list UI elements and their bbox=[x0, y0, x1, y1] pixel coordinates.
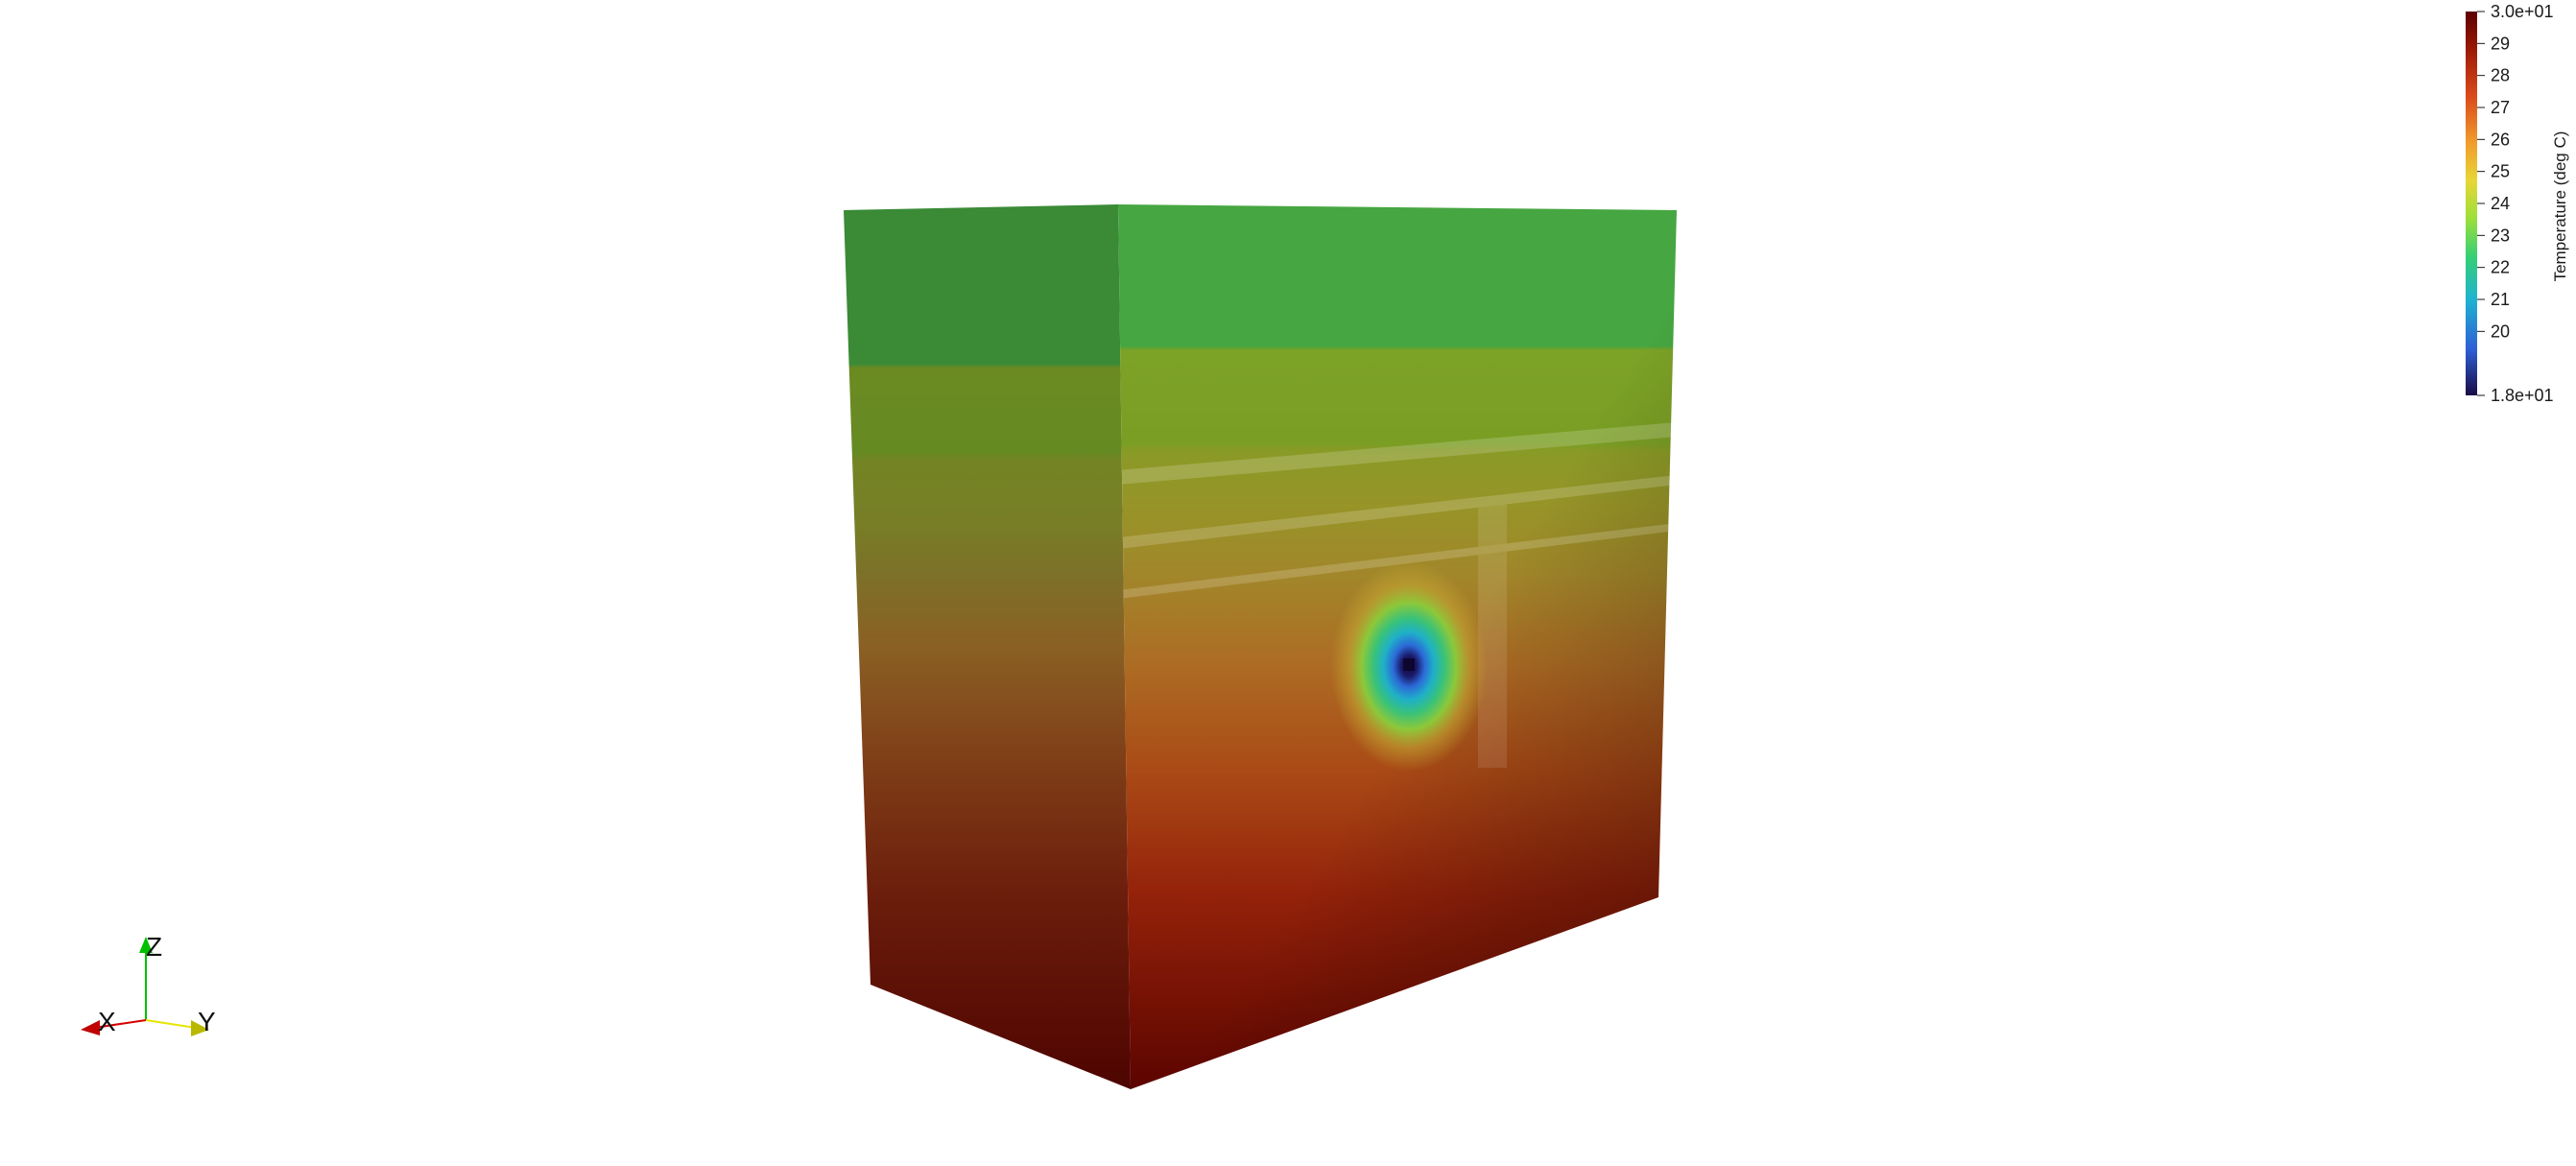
z-axis-arrow-icon bbox=[139, 937, 153, 953]
colorbar-tick-label: 29 bbox=[2491, 34, 2510, 53]
colorbar-tick-label: 21 bbox=[2491, 290, 2510, 309]
x-axis-line bbox=[93, 1019, 147, 1029]
colorbar-tick-label: 28 bbox=[2491, 66, 2510, 85]
y-axis-line bbox=[145, 1019, 197, 1029]
layer-bands bbox=[1118, 422, 1677, 768]
x-axis-label: X bbox=[98, 1007, 116, 1036]
colorbar-tick-label: 24 bbox=[2491, 194, 2510, 213]
cold-spot-core bbox=[1403, 658, 1415, 671]
colorbar-tick-label: 25 bbox=[2491, 162, 2510, 181]
colorbar-gradient bbox=[2466, 12, 2477, 395]
colorbar-tick-label: 22 bbox=[2491, 258, 2510, 277]
y-axis-label: Y bbox=[198, 1007, 216, 1036]
colorbar-title: Temperature (deg C) bbox=[2551, 131, 2569, 282]
colorbar-tick-label: 27 bbox=[2491, 98, 2510, 117]
colorbar-max-label: 3.0e+01 bbox=[2491, 2, 2554, 21]
y-axis-arrow-icon bbox=[191, 1020, 209, 1036]
colorbar-tick-label: 26 bbox=[2491, 130, 2510, 149]
orientation-axes[interactable]: X Y Z bbox=[81, 932, 216, 1036]
colorbar-tick-label: 23 bbox=[2491, 226, 2510, 245]
colorbar-ticks: 29 28 27 26 25 24 23 22 21 20 bbox=[2477, 11, 2510, 396]
x-axis-arrow-icon bbox=[81, 1020, 100, 1035]
colorbar-tick-label: 20 bbox=[2491, 321, 2510, 341]
temperature-block-model[interactable] bbox=[844, 204, 1677, 1089]
colorbar: 29 28 27 26 25 24 23 22 21 20 3.0e+01 1.8e+01 Tem… bbox=[2466, 2, 2569, 405]
block-left-face bbox=[844, 204, 1131, 1089]
z-axis-label: Z bbox=[146, 932, 162, 962]
colorbar-min-label: 1.8e+01 bbox=[2491, 386, 2554, 405]
